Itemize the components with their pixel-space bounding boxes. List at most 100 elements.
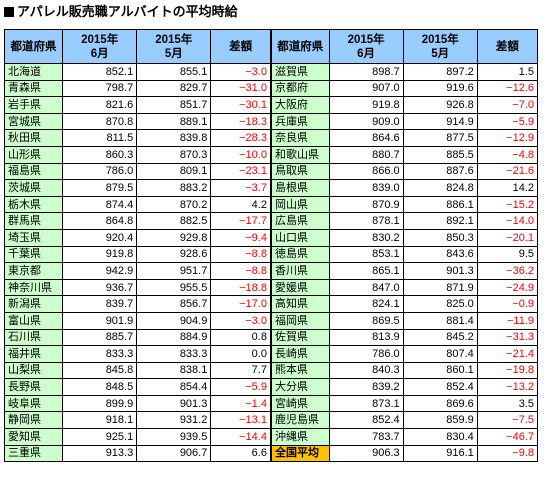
may-value-cell: 901.3 bbox=[136, 394, 212, 413]
pref-cell: 三重県 bbox=[3, 444, 64, 463]
header-may-month: 5月 bbox=[164, 47, 183, 60]
diff-value-cell: −1.4 bbox=[210, 394, 272, 413]
pref-cell: 茨城県 bbox=[3, 179, 64, 197]
header-may-year: 2015年 bbox=[155, 33, 193, 46]
diff-value-cell: 3.5 bbox=[476, 394, 539, 413]
table-row: 栃木県 874.4 870.2 4.2 岡山県 870.9 886.1 −15.2 bbox=[3, 195, 539, 214]
diff-value-cell: −21.4 bbox=[476, 345, 539, 363]
june-value-cell: 821.6 bbox=[62, 96, 138, 114]
may-value-cell: 906.7 bbox=[136, 444, 212, 463]
may-value-cell: 887.6 bbox=[402, 162, 478, 181]
may-value-cell: 824.8 bbox=[402, 179, 478, 197]
pref-cell: 富山県 bbox=[3, 311, 64, 330]
june-value-cell: 847.0 bbox=[328, 278, 404, 297]
may-value-cell: 851.7 bbox=[136, 96, 212, 114]
header-june-right: 2015年 6月 bbox=[328, 29, 404, 64]
june-value-cell: 839.7 bbox=[62, 295, 138, 313]
may-value-cell: 850.3 bbox=[402, 228, 478, 247]
table-row: 静岡県 918.1 931.2 −13.1 鹿児島県 852.4 859.9 −7.5 bbox=[3, 411, 539, 430]
pref-cell: 新潟県 bbox=[3, 295, 64, 313]
diff-value-cell: −23.1 bbox=[210, 162, 272, 181]
pref-cell: 山梨県 bbox=[3, 361, 64, 380]
may-value-cell: 838.1 bbox=[136, 361, 212, 380]
diff-value-cell: −0.9 bbox=[476, 295, 539, 313]
may-value-cell: 901.3 bbox=[402, 262, 478, 280]
june-value-cell: 918.1 bbox=[62, 411, 138, 430]
may-value-cell: 855.1 bbox=[136, 63, 212, 81]
header-may-year: 2015年 bbox=[421, 33, 459, 46]
diff-value-cell: 14.2 bbox=[476, 179, 539, 197]
diff-value-cell: −18.3 bbox=[210, 112, 272, 131]
pref-cell: 秋田県 bbox=[3, 129, 64, 147]
june-value-cell: 813.9 bbox=[328, 328, 404, 347]
may-value-cell: 869.6 bbox=[402, 394, 478, 413]
may-value-cell: 914.9 bbox=[402, 112, 478, 131]
wage-table: 都道府県 2015年 6月 2015年 5月 差額 都道府県 2015年 6月 201… bbox=[3, 29, 539, 463]
pref-cell: 兵庫県 bbox=[269, 112, 330, 131]
diff-value-cell: −3.7 bbox=[210, 179, 272, 197]
may-value-cell: 877.5 bbox=[402, 129, 478, 147]
may-value-cell: 904.9 bbox=[136, 311, 212, 330]
pref-cell: 愛知県 bbox=[3, 428, 64, 446]
may-value-cell: 886.1 bbox=[402, 195, 478, 214]
june-value-cell: 919.8 bbox=[62, 245, 138, 264]
pref-cell: 高知県 bbox=[269, 295, 330, 313]
header-june-month: 6月 bbox=[357, 47, 376, 60]
table-row: 富山県 901.9 904.9 −3.0 福岡県 869.5 881.4 −11.9 bbox=[3, 311, 539, 330]
table-row: 茨城県 879.5 883.2 −3.7 島根県 839.0 824.8 14.2 bbox=[3, 179, 539, 197]
pref-cell: 大分県 bbox=[269, 378, 330, 396]
pref-cell: 福井県 bbox=[3, 345, 64, 363]
table-row: 愛知県 925.1 939.5 −14.4 沖縄県 783.7 830.4 −46.7 bbox=[3, 428, 539, 446]
diff-value-cell: −24.9 bbox=[476, 278, 539, 297]
diff-value-cell: −7.5 bbox=[476, 411, 539, 430]
may-value-cell: 854.4 bbox=[136, 378, 212, 396]
pref-cell: 長崎県 bbox=[269, 345, 330, 363]
june-value-cell: 852.1 bbox=[62, 63, 138, 81]
june-value-cell: 853.1 bbox=[328, 245, 404, 264]
may-value-cell: 885.5 bbox=[402, 145, 478, 164]
table-body: 北海道 852.1 855.1 −3.0 滋賀県 898.7 897.2 1.5 青森県 798.… bbox=[3, 63, 539, 463]
may-value-cell: 843.6 bbox=[402, 245, 478, 264]
pref-cell: 全国平均 bbox=[269, 444, 330, 463]
diff-value-cell: −14.4 bbox=[210, 428, 272, 446]
may-value-cell: 939.5 bbox=[136, 428, 212, 446]
june-value-cell: 869.5 bbox=[328, 311, 404, 330]
pref-cell: 福岡県 bbox=[269, 311, 330, 330]
may-value-cell: 809.1 bbox=[136, 162, 212, 181]
june-value-cell: 833.3 bbox=[62, 345, 138, 363]
pref-cell: 鳥取県 bbox=[269, 162, 330, 181]
table-row: 岐阜県 899.9 901.3 −1.4 宮崎県 873.1 869.6 3.5 bbox=[3, 394, 539, 413]
june-value-cell: 840.3 bbox=[328, 361, 404, 380]
may-value-cell: 919.6 bbox=[402, 79, 478, 98]
june-value-cell: 880.7 bbox=[328, 145, 404, 164]
table-row: 岩手県 821.6 851.7 −30.1 大阪府 919.8 926.8 −7.0 bbox=[3, 96, 539, 114]
table-row: 石川県 885.7 884.9 0.8 佐賀県 813.9 845.2 −31.3 bbox=[3, 328, 539, 347]
june-value-cell: 936.7 bbox=[62, 278, 138, 297]
table-row: 神奈川県 936.7 955.5 −18.8 愛媛県 847.0 871.9 −24.9 bbox=[3, 278, 539, 297]
june-value-cell: 870.8 bbox=[62, 112, 138, 131]
pref-cell: 長野県 bbox=[3, 378, 64, 396]
diff-value-cell: −28.3 bbox=[210, 129, 272, 147]
may-value-cell: 807.4 bbox=[402, 345, 478, 363]
diff-value-cell: 4.2 bbox=[210, 195, 272, 214]
pref-cell: 大阪府 bbox=[269, 96, 330, 114]
may-value-cell: 830.4 bbox=[402, 428, 478, 446]
may-value-cell: 955.5 bbox=[136, 278, 212, 297]
pref-cell: 滋賀県 bbox=[269, 63, 330, 81]
may-value-cell: 897.2 bbox=[402, 63, 478, 81]
may-value-cell: 870.2 bbox=[136, 195, 212, 214]
diff-value-cell: −14.0 bbox=[476, 212, 539, 230]
table-row: 福島県 786.0 809.1 −23.1 鳥取県 866.0 887.6 −21.6 bbox=[3, 162, 539, 181]
may-value-cell: 825.0 bbox=[402, 295, 478, 313]
pref-cell: 宮崎県 bbox=[269, 394, 330, 413]
june-value-cell: 845.8 bbox=[62, 361, 138, 380]
table-row: 千葉県 919.8 928.6 −8.8 徳島県 853.1 843.6 9.5 bbox=[3, 245, 539, 264]
pref-cell: 岐阜県 bbox=[3, 394, 64, 413]
diff-value-cell: −5.9 bbox=[476, 112, 539, 131]
june-value-cell: 942.9 bbox=[62, 262, 138, 280]
pref-cell: 千葉県 bbox=[3, 245, 64, 264]
may-value-cell: 839.8 bbox=[136, 129, 212, 147]
june-value-cell: 901.9 bbox=[62, 311, 138, 330]
diff-value-cell: −8.8 bbox=[210, 262, 272, 280]
may-value-cell: 881.4 bbox=[402, 311, 478, 330]
